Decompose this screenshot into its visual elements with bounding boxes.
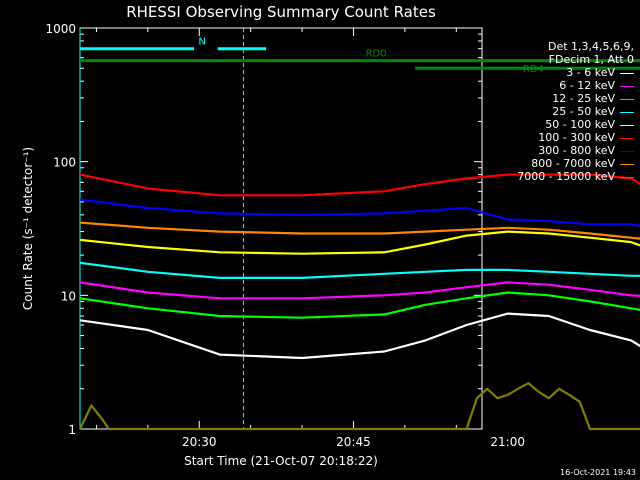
legend-entry-label: 3 - 6 keV [566,66,615,79]
legend-swatch [620,163,634,165]
legend-entry: 100 - 300 keV [538,131,634,144]
legend-header: FDecim 1, Att 0 [548,53,634,66]
y-tick-label: 1000 [45,22,76,36]
legend-entry: 7000 - 15000 keV [517,170,634,183]
legend-entry: 12 - 25 keV [552,92,634,105]
legend-entry-label: 7000 - 15000 keV [517,170,615,183]
legend-entry-label: 50 - 100 keV [545,118,615,131]
chart-title: RHESSI Observing Summary Count Rates [126,3,436,21]
series-line-4 [79,230,640,255]
legend-swatch [620,72,634,74]
event-bar-label: RD0 [366,49,387,60]
legend-entry: 50 - 100 keV [545,118,634,131]
legend-entry-label: 100 - 300 keV [538,131,615,144]
series-line-3 [79,261,640,279]
legend-swatch [620,85,634,87]
legend-entry: 3 - 6 keV [566,66,634,79]
legend-swatch [620,98,634,100]
series-line-2 [79,291,640,319]
y-tick-label: 1 [68,423,76,437]
legend-entry-label: 6 - 12 keV [559,79,615,92]
legend-entry: 6 - 12 keV [559,79,634,92]
footer-stamp: 16-Oct-2021 19:43 [560,468,636,477]
series-line-8 [79,382,640,431]
legend-header: Det 1,3,4,5,6,9, [547,40,634,53]
plot-frame [79,27,483,430]
legend-swatch [620,150,634,152]
series-line-6 [79,198,640,227]
legend-entry-label: 300 - 800 keV [538,144,615,157]
legend-entry-label: 800 - 7000 keV [531,157,615,170]
series-line-7 [79,221,640,240]
legend-entry-label: 12 - 25 keV [552,92,615,105]
x-axis-label: Start Time (21-Oct-07 20:18:22) [184,454,378,468]
legend-swatch [620,124,634,126]
series-line-1 [79,281,640,300]
y-tick-label: 10 [61,289,76,303]
legend-swatch [620,111,634,113]
series-line-5 [79,173,640,197]
y-axis-label: Count Rate (s⁻¹ detector⁻¹) [21,147,35,310]
legend-entry: 300 - 800 keV [538,144,634,157]
x-tick-label: 20:30 [182,435,217,449]
legend-entry: 800 - 7000 keV [531,157,634,170]
event-bar-label: RD4 [523,64,544,75]
event-bar-label: N [198,37,205,48]
legend-swatch [620,176,634,178]
y-tick-label: 100 [53,156,76,170]
legend-swatch [620,137,634,139]
series-line-0 [79,312,640,360]
legend-entry: 25 - 50 keV [552,105,634,118]
x-tick-label: 20:45 [336,435,371,449]
legend-entry-label: 25 - 50 keV [552,105,615,118]
x-tick-label: 21:00 [490,435,525,449]
